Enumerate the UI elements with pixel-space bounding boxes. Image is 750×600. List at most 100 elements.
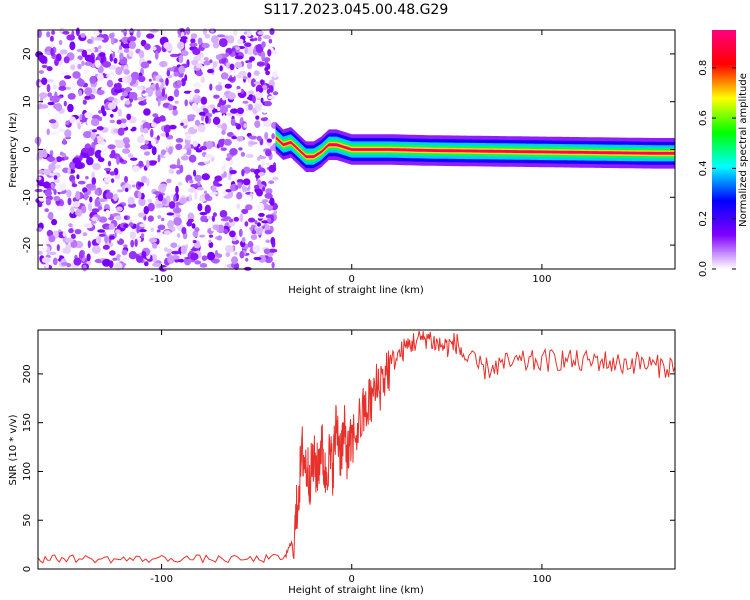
- noise-blob: [215, 170, 224, 175]
- noise-blob: [191, 59, 199, 66]
- noise-blob: [84, 200, 89, 209]
- noise-blob: [102, 147, 108, 152]
- noise-blob: [168, 201, 176, 209]
- noise-blob: [238, 147, 243, 151]
- noise-blob: [51, 218, 58, 226]
- noise-blob: [98, 110, 102, 114]
- noise-blob: [166, 212, 175, 216]
- noise-blob: [159, 84, 164, 91]
- noise-blob: [78, 180, 86, 185]
- noise-blob: [143, 108, 151, 116]
- noise-blob: [50, 47, 54, 57]
- noise-blob: [248, 90, 255, 95]
- noise-blob: [102, 110, 107, 117]
- noise-blob: [190, 33, 198, 39]
- noise-blob: [261, 160, 265, 168]
- noise-blob: [268, 248, 278, 253]
- noise-blob: [266, 88, 271, 95]
- noise-blob: [187, 114, 196, 118]
- noise-blob: [125, 187, 129, 192]
- noise-blob: [262, 106, 267, 114]
- noise-blob: [177, 233, 181, 238]
- noise-blob: [207, 68, 214, 74]
- noise-blob: [163, 42, 172, 50]
- noise-blob: [49, 35, 54, 42]
- noise-blob: [255, 91, 263, 99]
- noise-blob: [254, 37, 258, 41]
- noise-blob: [128, 222, 134, 227]
- noise-blob: [200, 96, 208, 105]
- noise-blob: [163, 197, 167, 205]
- noise-blob: [236, 191, 243, 200]
- noise-blob: [156, 135, 160, 141]
- noise-blob: [113, 193, 118, 202]
- noise-blob: [271, 133, 275, 140]
- noise-blob: [264, 100, 272, 107]
- spectrogram-y-tick-label: -10: [22, 189, 33, 205]
- noise-blob: [240, 88, 245, 94]
- noise-blob: [137, 97, 145, 101]
- noise-blob: [229, 230, 236, 238]
- noise-blob: [114, 262, 123, 271]
- noise-blob: [265, 239, 270, 244]
- noise-blob: [128, 50, 134, 57]
- noise-blob: [93, 46, 99, 53]
- noise-blob: [242, 76, 248, 80]
- noise-blob: [225, 189, 232, 193]
- noise-blob: [46, 31, 51, 38]
- noise-blob: [152, 113, 159, 118]
- noise-blob: [85, 183, 95, 189]
- noise-blob: [90, 229, 94, 238]
- noise-blob: [193, 124, 198, 130]
- noise-blob: [152, 262, 161, 267]
- noise-blob: [254, 220, 258, 225]
- noise-blob: [152, 46, 157, 51]
- noise-blob: [53, 175, 58, 180]
- noise-blob: [253, 81, 262, 85]
- noise-blob: [247, 241, 254, 248]
- noise-blob: [204, 190, 207, 195]
- spectrogram-y-tick-label: 20: [22, 48, 33, 61]
- noise-blob: [210, 191, 219, 195]
- noise-blob: [175, 143, 183, 150]
- noise-blob: [151, 122, 157, 128]
- noise-blob: [244, 221, 249, 227]
- noise-blob: [208, 241, 214, 248]
- noise-blob: [178, 258, 185, 263]
- noise-blob: [84, 61, 93, 66]
- snr-plot-area: [37, 330, 676, 564]
- noise-blob: [169, 125, 177, 130]
- noise-blob: [70, 82, 77, 89]
- noise-blob: [91, 216, 98, 222]
- noise-blob: [157, 154, 161, 163]
- noise-blob: [41, 257, 51, 264]
- noise-blob: [138, 197, 146, 207]
- noise-blob: [89, 76, 97, 84]
- noise-blob: [81, 113, 86, 123]
- noise-blob: [272, 71, 278, 78]
- noise-blob: [262, 35, 271, 39]
- colorbar-ticks: 0.0 0.2 0.4 0.6 0.8: [698, 60, 736, 277]
- noise-blob: [138, 160, 144, 167]
- noise-blob: [62, 138, 66, 145]
- noise-blob: [130, 157, 138, 161]
- noise-blob: [236, 88, 242, 93]
- snr-y-tick-label: 150: [22, 413, 33, 432]
- noise-blob: [188, 194, 192, 202]
- noise-blob: [76, 174, 80, 180]
- noise-blob: [110, 113, 114, 118]
- noise-blob: [243, 228, 251, 234]
- noise-blob: [139, 223, 146, 228]
- noise-blob: [157, 215, 162, 219]
- noise-blob: [127, 36, 137, 42]
- noise-blob: [151, 146, 157, 156]
- noise-blob: [105, 192, 114, 199]
- noise-blob: [176, 158, 181, 167]
- snr-panel: -100 0 100 0 50 100 150 200 Height of straight…: [8, 329, 676, 596]
- noise-blob: [36, 176, 42, 181]
- noise-blob: [47, 92, 53, 97]
- noise-blob: [230, 118, 236, 127]
- noise-blob: [258, 87, 264, 93]
- noise-blob: [42, 169, 52, 175]
- noise-blob: [131, 126, 137, 131]
